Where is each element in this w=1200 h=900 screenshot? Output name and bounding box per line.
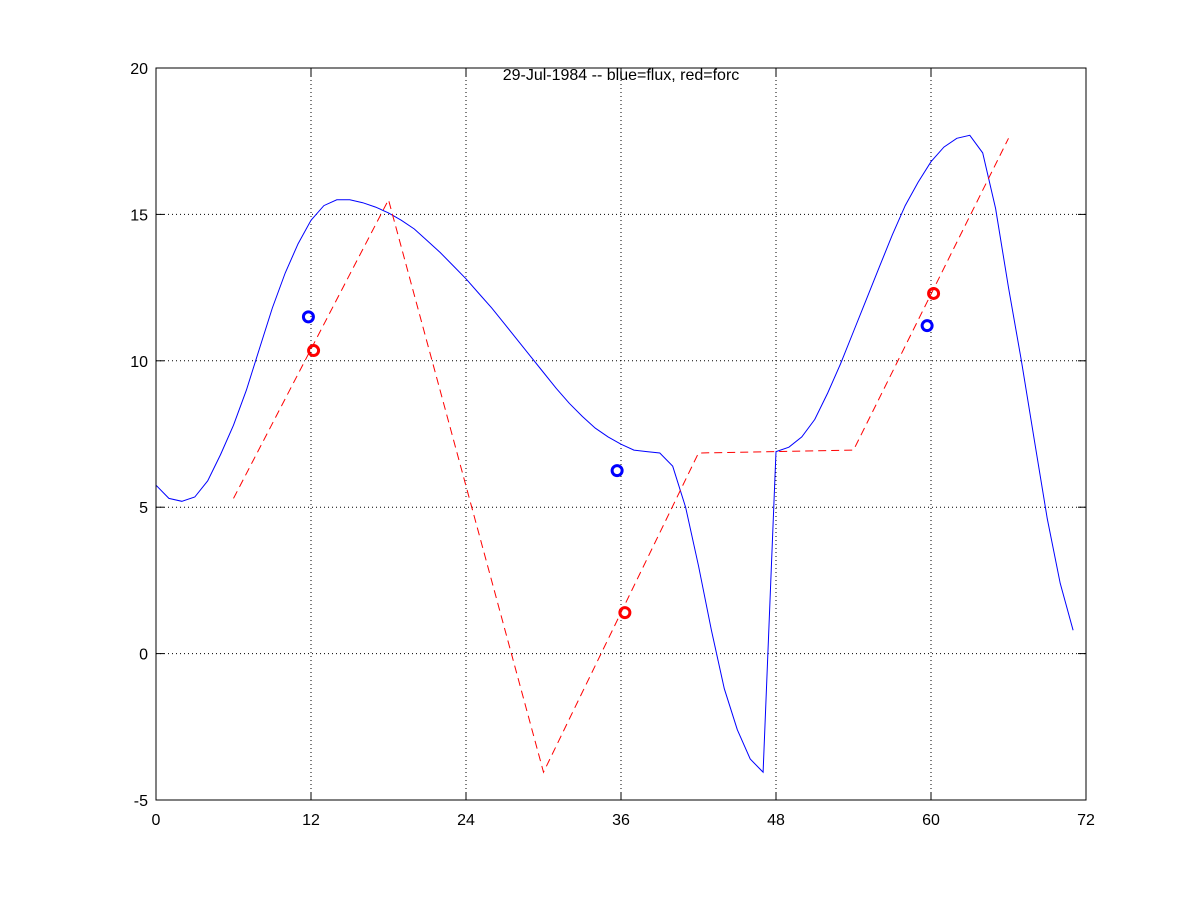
flux-mean-marker bbox=[301, 310, 315, 324]
y-tick-label: 15 bbox=[130, 207, 148, 224]
series-layer bbox=[155, 134, 1074, 774]
series-flux-line bbox=[155, 134, 1074, 774]
plot-frame bbox=[155, 67, 1087, 801]
x-tick-label: 60 bbox=[922, 812, 940, 829]
x-tick-label: 24 bbox=[457, 812, 475, 829]
series-forc-line bbox=[233, 138, 1009, 774]
forc-mean-marker bbox=[618, 606, 632, 620]
x-tick-label: 36 bbox=[612, 812, 630, 829]
x-tick-label: 12 bbox=[302, 812, 320, 829]
x-tick-label: 72 bbox=[1077, 812, 1095, 829]
y-tick-label: 20 bbox=[130, 61, 148, 78]
grid bbox=[156, 68, 1086, 800]
y-tick-label: 10 bbox=[130, 354, 148, 371]
flux-mean-marker bbox=[920, 319, 934, 333]
x-tick-label: 0 bbox=[152, 812, 161, 829]
x-tick-label: 48 bbox=[767, 812, 785, 829]
forc-mean-marker bbox=[307, 344, 321, 358]
y-tick-label: 0 bbox=[139, 647, 148, 664]
y-tick-label: 5 bbox=[139, 500, 148, 517]
forc-mean-marker bbox=[927, 286, 941, 300]
flux-mean-marker bbox=[610, 464, 624, 478]
y-tick-label: -5 bbox=[134, 793, 148, 810]
